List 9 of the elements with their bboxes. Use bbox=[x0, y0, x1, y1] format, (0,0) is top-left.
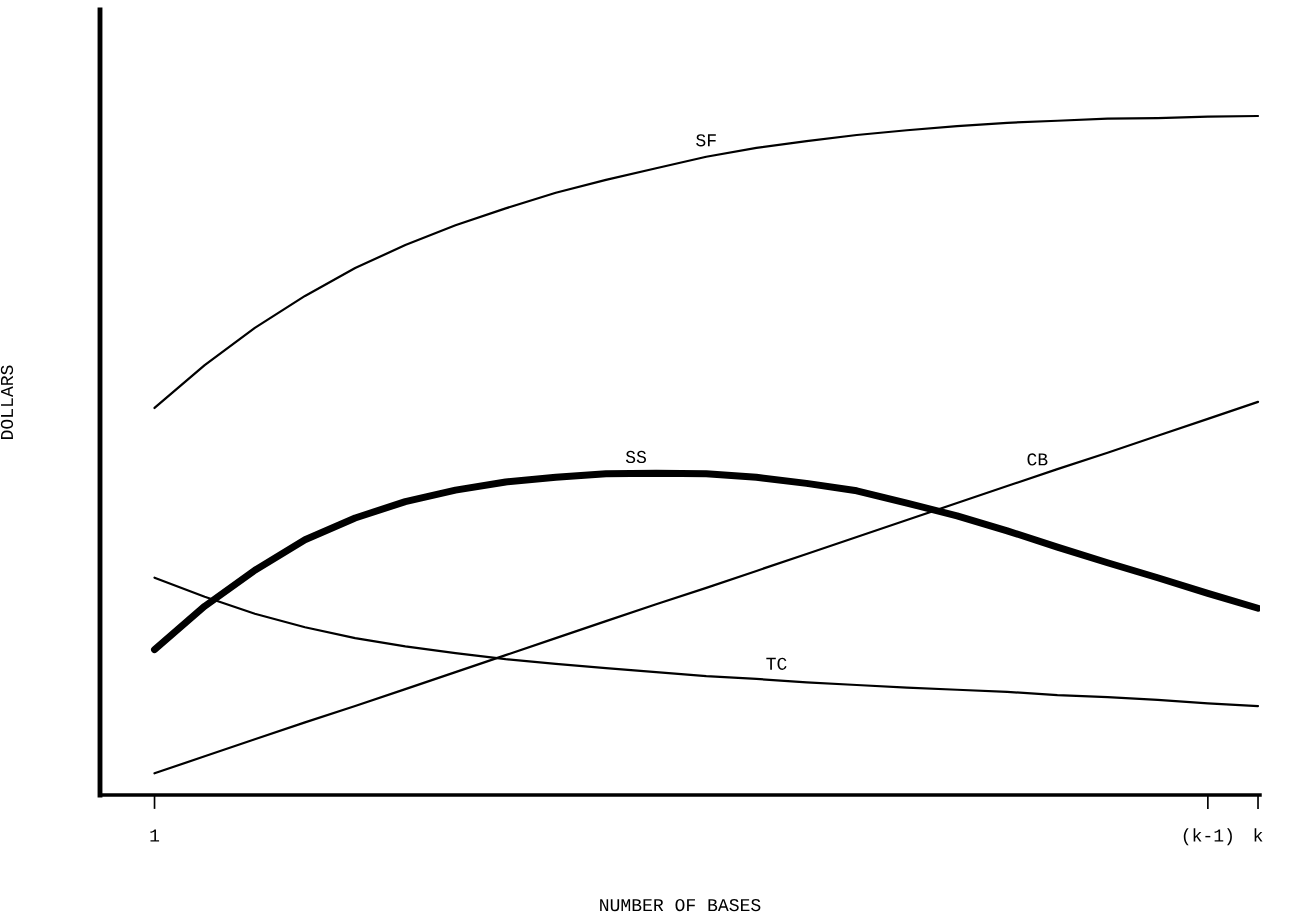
series-label: SF bbox=[696, 134, 716, 147]
x-tick-label: (k-1) bbox=[1183, 828, 1232, 846]
x-tick-label: k bbox=[1254, 828, 1263, 842]
y-axis-title: DOLLARS bbox=[0, 365, 14, 439]
series-label: SS bbox=[625, 450, 646, 464]
x-axis-title: NUMBER OF BASES bbox=[600, 898, 761, 912]
series-label: CB bbox=[1027, 453, 1048, 466]
series-label: TC bbox=[766, 657, 787, 670]
x-tick-label: 1 bbox=[150, 829, 160, 842]
